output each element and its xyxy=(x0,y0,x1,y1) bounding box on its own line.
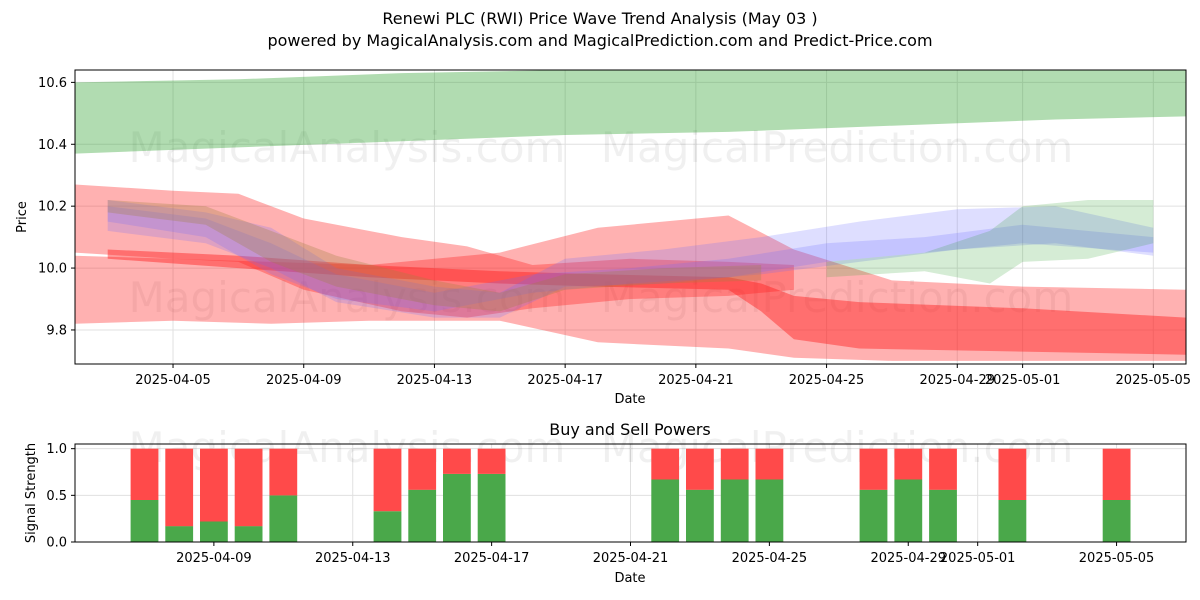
chart-subtitle: powered by MagicalAnalysis.com and Magic… xyxy=(267,31,933,50)
sell-bar xyxy=(929,448,957,490)
price-x-tick-label: 2025-04-29 xyxy=(919,373,995,388)
price-x-tick-label: 2025-04-25 xyxy=(789,373,865,388)
price-band-green-6 xyxy=(826,200,1154,284)
chart-title: Renewi PLC (RWI) Price Wave Trend Analys… xyxy=(382,9,818,28)
power-y-tick-label: 1.0 xyxy=(46,442,67,457)
sell-bar xyxy=(755,448,784,480)
price-x-ticks: 2025-04-05 2025-04-09 2025-04-13 2025-04-17… xyxy=(135,364,1191,388)
price-chart-watermarks: MagicalAnalysis.com MagicalPrediction.co… xyxy=(129,123,1074,322)
buy-bar xyxy=(755,479,784,542)
price-x-tick-label: 2025-04-09 xyxy=(266,373,342,388)
power-y-axis-label: Signal Strength xyxy=(24,443,39,543)
buy-bar xyxy=(408,489,437,542)
price-y-tick-label: 10.6 xyxy=(38,76,67,91)
sell-bar xyxy=(651,448,680,480)
chart-title-block: Renewi PLC (RWI) Price Wave Trend Analys… xyxy=(0,8,1200,52)
power-x-tick-label: 2025-04-29 xyxy=(870,551,946,566)
watermark-right-2: MagicalPrediction.com xyxy=(601,273,1074,322)
buy-bar xyxy=(373,511,402,542)
power-x-tick-label: 2025-04-13 xyxy=(315,551,391,566)
buy-bar xyxy=(269,495,298,542)
price-band-olive-7 xyxy=(107,200,762,312)
buy-bar xyxy=(998,500,1027,542)
price-chart-grid xyxy=(75,70,1186,364)
power-x-tick-label: 2025-04-21 xyxy=(593,551,669,566)
sell-bar xyxy=(200,448,228,522)
sell-bar xyxy=(998,448,1027,500)
sell-bar xyxy=(859,448,888,490)
watermark-bottom-right: MagicalPrediction.com xyxy=(601,423,1074,472)
price-band-red-3 xyxy=(107,249,1186,355)
buy-bar xyxy=(651,479,680,542)
sell-bar xyxy=(720,448,749,480)
power-y-tick-label: 0.0 xyxy=(46,536,67,551)
buy-bar xyxy=(234,526,263,542)
price-y-tick-label: 9.8 xyxy=(46,323,67,338)
price-y-tick-label: 10.2 xyxy=(38,200,67,215)
price-x-tick-label: 2025-04-21 xyxy=(658,373,734,388)
power-bars xyxy=(130,448,1131,542)
buy-bar xyxy=(443,473,471,542)
power-x-axis-label: Date xyxy=(614,571,645,586)
price-x-tick-label: 2025-05-05 xyxy=(1116,373,1192,388)
sell-bar xyxy=(443,448,471,474)
buy-bar xyxy=(477,473,506,542)
power-y-ticks: 0.0 0.5 1.0 xyxy=(46,442,75,551)
power-chart-title: Buy and Sell Powers xyxy=(549,420,711,439)
price-chart: MagicalAnalysis.com MagicalPrediction.co… xyxy=(15,69,1191,407)
buy-bar xyxy=(1102,500,1131,542)
sell-bar xyxy=(408,448,437,490)
buy-bar xyxy=(859,489,888,542)
sell-bar xyxy=(894,448,923,480)
price-y-tick-label: 10.0 xyxy=(38,262,67,277)
price-bands xyxy=(75,70,1186,361)
watermark-left-2: MagicalAnalysis.com xyxy=(129,273,566,322)
sell-bar xyxy=(130,448,159,500)
price-band-red-1 xyxy=(75,215,1186,361)
sell-bar xyxy=(686,448,714,490)
power-x-tick-label: 2025-04-09 xyxy=(176,551,252,566)
price-y-axis-label: Price xyxy=(15,201,30,233)
price-band-green-0 xyxy=(75,70,1186,154)
price-x-tick-label: 2025-05-01 xyxy=(985,373,1061,388)
power-x-tick-label: 2025-05-05 xyxy=(1079,551,1155,566)
price-band-blue-4 xyxy=(107,200,1154,318)
sell-bar xyxy=(269,448,298,496)
power-x-tick-label: 2025-05-01 xyxy=(940,551,1016,566)
price-band-blue-5 xyxy=(107,206,1154,312)
watermark-left: MagicalAnalysis.com xyxy=(129,123,566,172)
sell-bar xyxy=(373,448,402,512)
power-x-ticks: 2025-04-09 2025-04-13 2025-04-17 2025-04-21… xyxy=(176,542,1154,566)
buy-bar xyxy=(720,479,749,542)
power-x-tick-label: 2025-04-25 xyxy=(732,551,808,566)
price-y-ticks: 9.8 10.0 10.2 10.4 10.6 xyxy=(38,76,75,338)
power-x-tick-label: 2025-04-17 xyxy=(454,551,530,566)
watermark-right: MagicalPrediction.com xyxy=(601,123,1074,172)
price-x-tick-label: 2025-04-13 xyxy=(397,373,473,388)
power-y-tick-label: 0.5 xyxy=(46,489,67,504)
price-x-tick-label: 2025-04-05 xyxy=(135,373,211,388)
buy-bar xyxy=(165,526,194,542)
buy-bar xyxy=(894,479,923,542)
buy-bar xyxy=(200,521,228,542)
price-x-tick-label: 2025-04-17 xyxy=(527,373,603,388)
power-chart-watermarks: MagicalAnalysis.com MagicalPrediction.co… xyxy=(129,423,1074,472)
buy-bar xyxy=(686,489,714,542)
price-chart-frame xyxy=(74,69,1187,365)
price-band-red-2 xyxy=(75,184,794,318)
sell-bar xyxy=(1102,448,1131,500)
buy-bar xyxy=(130,500,159,542)
sell-bar xyxy=(477,448,506,474)
price-x-axis-label: Date xyxy=(614,392,645,407)
buy-bar xyxy=(929,489,957,542)
power-chart: Buy and Sell Powers MagicalAnalysis.com … xyxy=(24,420,1187,586)
sell-bar xyxy=(165,448,194,527)
sell-bar xyxy=(234,448,263,527)
price-y-tick-label: 10.4 xyxy=(38,138,67,153)
